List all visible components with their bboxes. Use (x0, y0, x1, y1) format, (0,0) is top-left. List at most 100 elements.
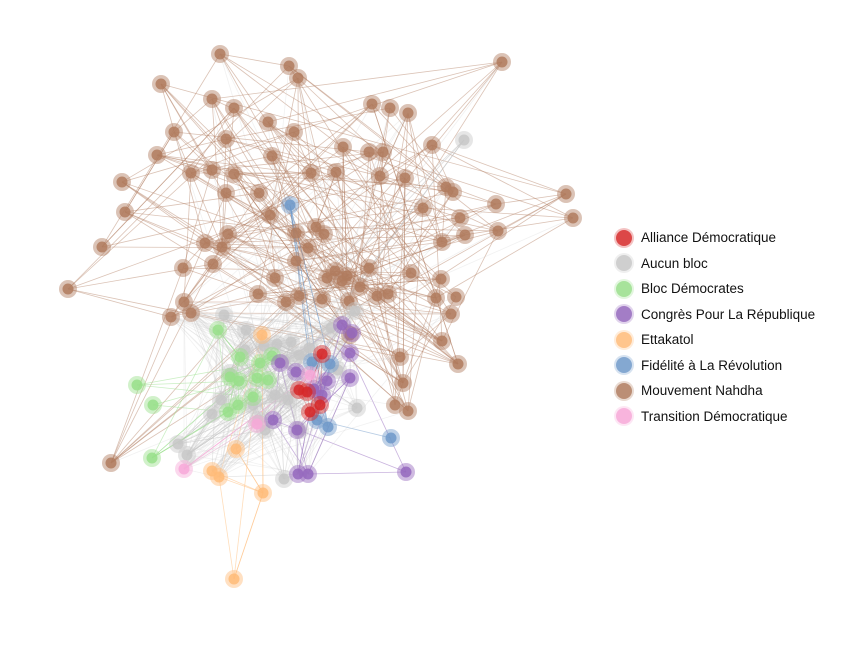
network-node[interactable] (168, 126, 180, 138)
network-node[interactable] (212, 324, 224, 336)
network-node[interactable] (172, 438, 184, 450)
network-node[interactable] (366, 98, 378, 110)
network-node[interactable] (311, 414, 323, 426)
network-node[interactable] (178, 296, 190, 308)
network-node[interactable] (292, 468, 304, 480)
network-node[interactable] (321, 272, 333, 284)
legend-item-mouvement-nahdha[interactable]: Mouvement Nahdha (616, 378, 856, 404)
network-node[interactable] (417, 202, 429, 214)
network-node[interactable] (306, 356, 318, 368)
legend-item-congres-pour-la-republique[interactable]: Congrès Pour La République (616, 302, 856, 328)
network-node[interactable] (252, 288, 264, 300)
network-node[interactable] (382, 288, 394, 300)
network-node[interactable] (256, 329, 268, 341)
network-node[interactable] (305, 167, 317, 179)
network-node[interactable] (330, 166, 342, 178)
network-node[interactable] (222, 228, 234, 240)
network-node[interactable] (316, 293, 328, 305)
network-node[interactable] (206, 164, 218, 176)
network-node[interactable] (62, 283, 74, 295)
network-node[interactable] (290, 366, 302, 378)
network-node[interactable] (206, 93, 218, 105)
network-node[interactable] (262, 116, 274, 128)
network-node[interactable] (271, 338, 283, 350)
network-node[interactable] (116, 176, 128, 188)
network-node[interactable] (274, 357, 286, 369)
network-node[interactable] (266, 150, 278, 162)
network-node[interactable] (349, 305, 361, 317)
network-node[interactable] (402, 107, 414, 119)
network-node[interactable] (96, 241, 108, 253)
network-node[interactable] (436, 335, 448, 347)
network-node[interactable] (325, 322, 337, 334)
network-node[interactable] (316, 389, 328, 401)
legend-item-fidelite-a-la-revolution[interactable]: Fidélité à La Révolution (616, 353, 856, 379)
network-node[interactable] (267, 414, 279, 426)
network-node[interactable] (445, 308, 457, 320)
network-node[interactable] (282, 394, 294, 406)
network-node[interactable] (344, 347, 356, 359)
network-node[interactable] (258, 340, 270, 352)
network-node[interactable] (178, 463, 190, 475)
network-node[interactable] (165, 311, 177, 323)
network-node[interactable] (291, 424, 303, 436)
network-node[interactable] (147, 399, 159, 411)
network-node[interactable] (405, 267, 417, 279)
network-node[interactable] (302, 468, 314, 480)
network-node[interactable] (288, 126, 300, 138)
network-node[interactable] (374, 170, 386, 182)
network-node[interactable] (230, 443, 242, 455)
network-node[interactable] (436, 236, 448, 248)
network-node[interactable] (344, 372, 356, 384)
network-node[interactable] (283, 60, 295, 72)
network-node[interactable] (389, 399, 401, 411)
network-node[interactable] (304, 369, 316, 381)
network-node[interactable] (228, 102, 240, 114)
legend-item-aucun-bloc[interactable]: Aucun bloc (616, 251, 856, 277)
network-node[interactable] (247, 391, 259, 403)
network-node[interactable] (218, 309, 230, 321)
network-node[interactable] (318, 228, 330, 240)
network-node[interactable] (199, 237, 211, 249)
network-node[interactable] (293, 290, 305, 302)
network-node[interactable] (337, 141, 349, 153)
network-node[interactable] (377, 146, 389, 158)
network-node[interactable] (399, 172, 411, 184)
network-node[interactable] (336, 275, 348, 287)
network-node[interactable] (264, 209, 276, 221)
network-node[interactable] (402, 405, 414, 417)
network-node[interactable] (292, 72, 304, 84)
network-node[interactable] (560, 188, 572, 200)
network-node[interactable] (290, 255, 302, 267)
network-node[interactable] (214, 48, 226, 60)
network-node[interactable] (259, 424, 271, 436)
network-node[interactable] (322, 421, 334, 433)
network-node[interactable] (207, 258, 219, 270)
network-node[interactable] (177, 262, 189, 274)
network-node[interactable] (371, 290, 383, 302)
network-node[interactable] (233, 375, 245, 387)
network-node[interactable] (146, 452, 158, 464)
network-node[interactable] (490, 198, 502, 210)
network-node[interactable] (430, 292, 442, 304)
network-node[interactable] (397, 377, 409, 389)
network-node[interactable] (346, 327, 358, 339)
network-node[interactable] (293, 349, 305, 361)
network-node[interactable] (496, 56, 508, 68)
network-node[interactable] (254, 357, 266, 369)
network-node[interactable] (253, 187, 265, 199)
network-node[interactable] (105, 457, 117, 469)
network-node[interactable] (354, 281, 366, 293)
network-node[interactable] (310, 221, 322, 233)
network-node[interactable] (426, 139, 438, 151)
network-node[interactable] (251, 418, 263, 430)
network-node[interactable] (332, 364, 344, 376)
network-node[interactable] (131, 379, 143, 391)
network-node[interactable] (284, 199, 296, 211)
legend-item-transition-democratique[interactable]: Transition Démocratique (616, 404, 856, 430)
network-node[interactable] (269, 272, 281, 284)
network-node[interactable] (251, 372, 263, 384)
network-node[interactable] (247, 399, 259, 411)
network-node[interactable] (329, 265, 341, 277)
network-node[interactable] (185, 167, 197, 179)
